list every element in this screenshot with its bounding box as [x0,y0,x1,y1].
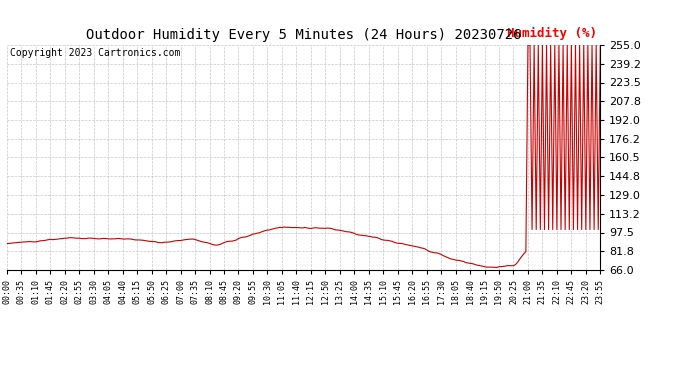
Title: Outdoor Humidity Every 5 Minutes (24 Hours) 20230726: Outdoor Humidity Every 5 Minutes (24 Hou… [86,28,522,42]
Text: Copyright 2023 Cartronics.com: Copyright 2023 Cartronics.com [10,48,180,58]
Text: Humidity (%): Humidity (%) [507,27,598,40]
